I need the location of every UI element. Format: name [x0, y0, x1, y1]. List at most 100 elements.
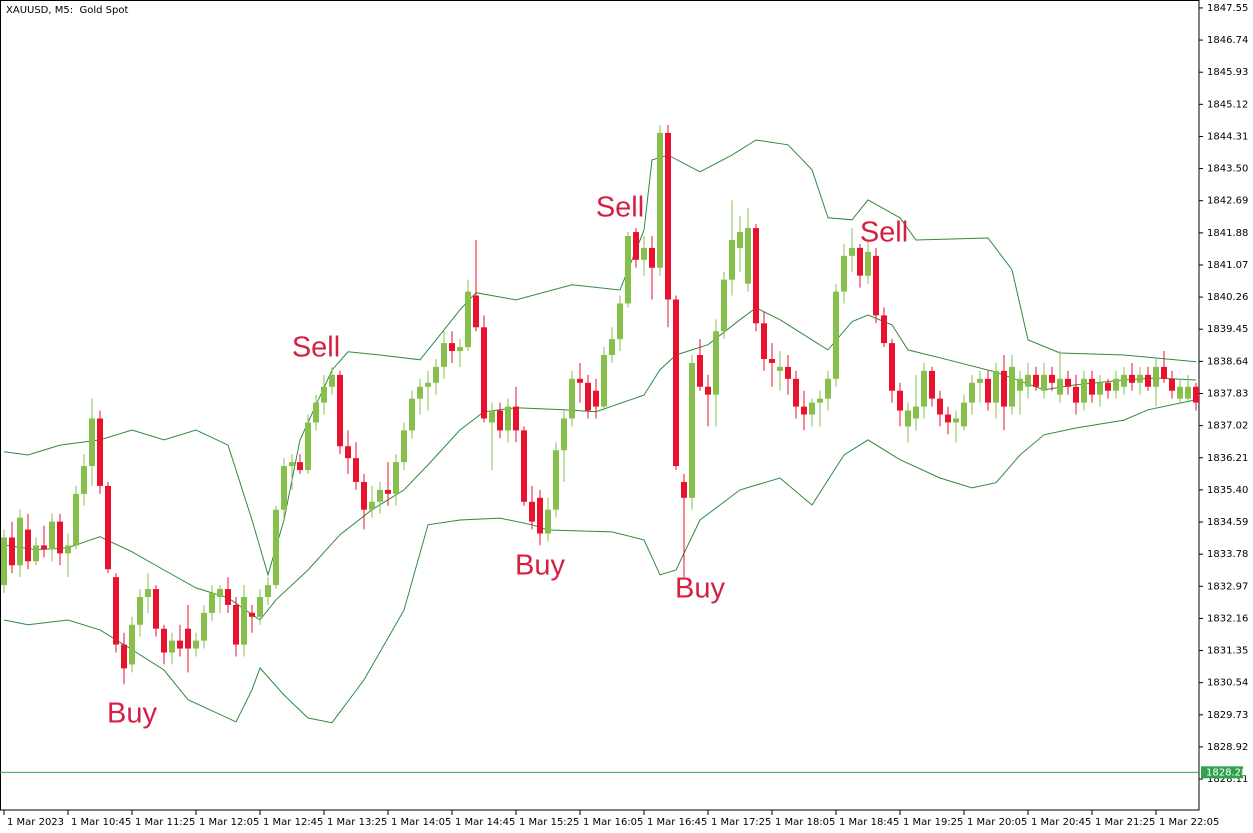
- x-tick-label: 1 Mar 12:45: [263, 817, 323, 828]
- candle-body: [793, 378, 799, 407]
- candle-body: [969, 382, 975, 403]
- candle-body: [537, 497, 543, 534]
- y-tick-label: 1831.35: [1207, 646, 1248, 657]
- candle-body: [513, 406, 519, 431]
- candle-body: [1025, 374, 1031, 387]
- candle-body: [1161, 366, 1167, 379]
- candle-body: [761, 323, 767, 359]
- y-tick-label: 1829.73: [1207, 710, 1248, 721]
- candle-body: [401, 430, 407, 463]
- candle-body: [121, 644, 127, 669]
- plot-area: [1, 124, 1199, 724]
- candle-body: [201, 612, 207, 641]
- candle-body: [641, 247, 647, 260]
- candle-body: [289, 462, 295, 467]
- candle-body: [449, 343, 455, 352]
- candle-body: [105, 485, 111, 570]
- candle-body: [313, 402, 319, 423]
- plot-frame: [0, 0, 1200, 811]
- candle-body: [1065, 378, 1071, 387]
- candle-body: [305, 422, 311, 471]
- candle-body: [521, 430, 527, 502]
- candle-body: [353, 458, 359, 482]
- candle-body: [889, 343, 895, 391]
- candle-body: [833, 291, 839, 379]
- candle-body: [1057, 378, 1063, 395]
- y-tick-label: 1832.16: [1207, 613, 1248, 624]
- y-tick-label: 1837.83: [1207, 388, 1248, 399]
- x-tick-label: 1 Mar 16:05: [583, 817, 643, 828]
- candle-body: [465, 291, 471, 348]
- candle-body: [177, 640, 183, 649]
- candle-body: [65, 545, 71, 554]
- annotation: Sell: [860, 217, 908, 249]
- candle-body: [409, 398, 415, 431]
- candle-body: [321, 386, 327, 403]
- candle-body: [665, 132, 671, 300]
- candle-body: [81, 466, 87, 494]
- candle-body: [1017, 378, 1023, 391]
- chart-title: XAUUSD, M5: Gold Spot: [6, 5, 128, 16]
- x-tick-label: 1 Mar 16:45: [647, 817, 707, 828]
- candle-body: [89, 418, 95, 467]
- candle-body: [1113, 378, 1119, 391]
- candle-body: [193, 640, 199, 649]
- candle-body: [273, 509, 279, 586]
- candle-body: [689, 362, 695, 498]
- candle-body: [897, 390, 903, 411]
- candle-body: [769, 358, 775, 363]
- annotation: Buy: [675, 573, 725, 605]
- candle-body: [681, 481, 687, 498]
- x-tick-label: 1 Mar 12:05: [199, 817, 259, 828]
- y-tick-label: 1843.50: [1207, 164, 1248, 175]
- x-tick-label: 1 Mar 18:05: [775, 817, 835, 828]
- candle-body: [985, 378, 991, 403]
- y-tick-label: 1841.88: [1207, 228, 1248, 239]
- x-tick-label: 1 Mar 14:05: [391, 817, 451, 828]
- annotation: Buy: [515, 549, 565, 581]
- y-tick-label: 1837.02: [1207, 421, 1248, 432]
- candle-body: [169, 640, 175, 653]
- candle-body: [1089, 378, 1095, 395]
- candle-body: [961, 402, 967, 427]
- annotation: Sell: [292, 332, 340, 364]
- y-tick-label: 1846.74: [1207, 35, 1248, 46]
- candle-body: [49, 521, 55, 550]
- candle-body: [129, 624, 135, 665]
- x-tick-label: 1 Mar 13:25: [327, 817, 387, 828]
- x-tick-label: 1 Mar 21:25: [1095, 817, 1155, 828]
- candle-body: [705, 386, 711, 395]
- candle-body: [569, 378, 575, 419]
- candle-body: [721, 279, 727, 332]
- candle-body: [625, 236, 631, 304]
- y-tick-label: 1845.12: [1207, 99, 1248, 110]
- candle-body: [857, 247, 863, 276]
- candle-body: [1193, 386, 1199, 403]
- price-label-box: [1201, 766, 1243, 779]
- candle-body: [865, 251, 871, 276]
- candle-body: [385, 489, 391, 494]
- price-label: 1828.28: [1206, 767, 1247, 778]
- candle-body: [737, 232, 743, 248]
- candle-body: [1105, 382, 1111, 391]
- candle-body: [1, 537, 7, 586]
- candle-body: [25, 529, 31, 562]
- y-tick-label: 1840.26: [1207, 292, 1248, 303]
- candle-body: [545, 509, 551, 534]
- candle-body: [873, 255, 879, 316]
- candle-body: [849, 247, 855, 256]
- candle-body: [1129, 374, 1135, 383]
- candle-body: [1153, 366, 1159, 387]
- candle-body: [601, 355, 607, 407]
- candle-body: [161, 628, 167, 653]
- candle-body: [393, 462, 399, 494]
- candle-body: [1121, 374, 1127, 387]
- y-tick-label: 1836.21: [1207, 453, 1248, 464]
- x-tick-label: 1 Mar 10:45: [71, 817, 131, 828]
- candle-body: [649, 247, 655, 268]
- y-tick-label: 1828.92: [1207, 742, 1248, 753]
- candle-body: [977, 378, 983, 383]
- candle-body: [929, 370, 935, 399]
- y-tick-label: 1844.31: [1207, 131, 1248, 142]
